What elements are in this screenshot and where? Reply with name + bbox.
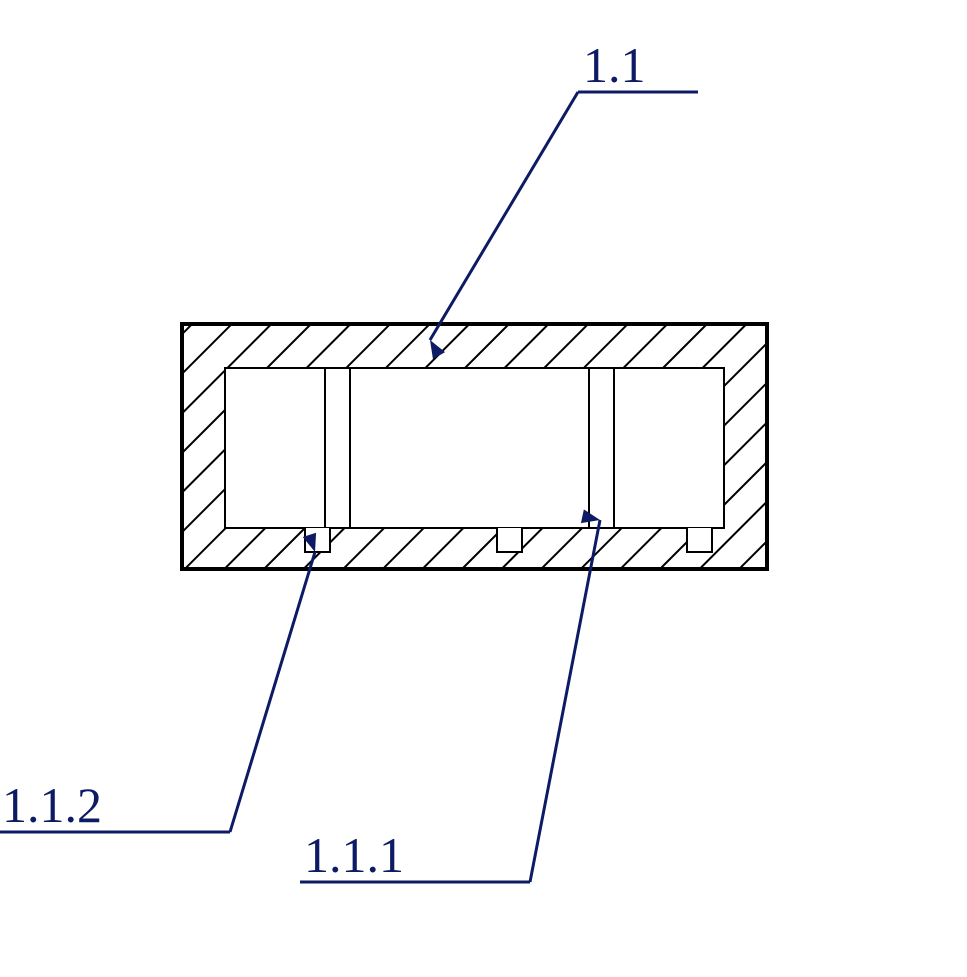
label-outer-shell: 1.1: [583, 37, 646, 93]
label-inner-divider-leader: [530, 520, 600, 882]
label-inner-divider-arrow: [581, 509, 600, 523]
inner-rect: [225, 368, 724, 528]
notch-1-mask: [497, 528, 522, 552]
label-bottom-notch-leader: [230, 552, 315, 832]
label-inner-divider: 1.1.1: [304, 827, 404, 883]
notch-2-mask: [687, 528, 712, 552]
hatched-wall: [182, 324, 767, 569]
label-bottom-notch: 1.1.2: [2, 777, 102, 833]
label-outer-shell-leader: [430, 92, 578, 340]
